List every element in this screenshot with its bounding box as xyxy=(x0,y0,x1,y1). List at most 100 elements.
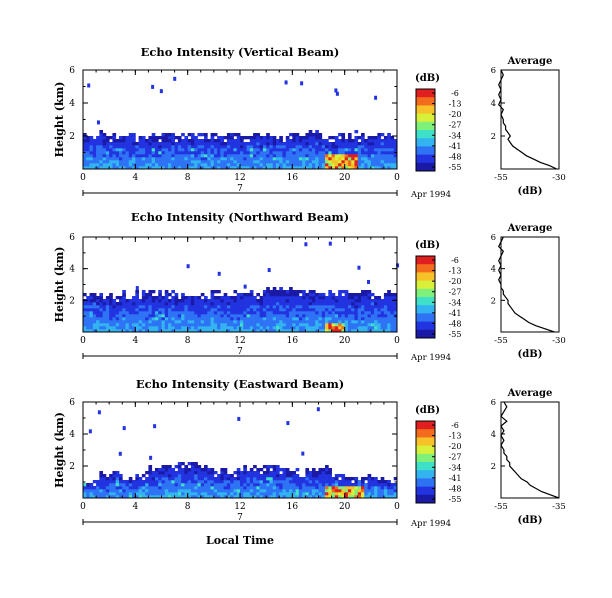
echo-cell xyxy=(305,477,310,481)
echo-cell xyxy=(357,154,362,158)
echo-cell xyxy=(354,163,359,167)
echo-cell xyxy=(351,145,355,149)
echo-cell xyxy=(357,293,362,297)
echo-cell xyxy=(272,477,277,481)
echo-cell xyxy=(347,148,352,152)
echo-cell xyxy=(210,139,215,143)
echo-cell xyxy=(305,492,310,496)
echo-cell xyxy=(338,486,342,490)
echo-cell xyxy=(325,465,329,469)
echo-cell xyxy=(154,477,159,481)
echo-cell xyxy=(230,480,234,484)
echo-cell xyxy=(269,471,274,475)
echo-cell xyxy=(158,299,162,303)
echo-cell xyxy=(213,483,218,487)
echo-cell xyxy=(141,326,146,330)
echo-cell xyxy=(262,299,267,303)
echo-cell xyxy=(341,136,346,140)
echo-cell xyxy=(207,314,211,318)
echo-cell xyxy=(311,148,316,152)
echo-cell xyxy=(374,163,378,167)
echo-cell xyxy=(96,483,100,487)
echo-cell xyxy=(128,323,133,327)
echo-cell xyxy=(341,133,346,137)
echo-cell xyxy=(236,302,241,306)
echo-cell xyxy=(168,492,172,496)
echo-cell xyxy=(295,311,300,315)
echo-cell xyxy=(197,474,202,478)
average-y-tick-label: 4 xyxy=(491,430,496,440)
echo-cell xyxy=(177,166,182,170)
average-x-label: (dB) xyxy=(518,515,543,526)
echo-cell xyxy=(269,148,274,152)
echo-cell xyxy=(158,145,162,149)
echo-cell xyxy=(269,145,274,149)
echo-cell xyxy=(328,480,332,484)
echo-cell xyxy=(321,299,326,303)
echo-cell xyxy=(253,495,257,499)
echo-cell xyxy=(380,299,385,303)
echo-cell xyxy=(89,166,94,170)
echo-cell xyxy=(289,287,293,291)
echo-cell xyxy=(171,483,175,487)
echo-cell xyxy=(243,311,247,315)
echo-cell xyxy=(266,314,270,318)
echo-cell xyxy=(204,468,208,472)
echo-cell xyxy=(374,314,378,318)
echo-cell xyxy=(259,329,264,333)
echo-cell xyxy=(171,468,175,472)
echo-cell xyxy=(217,305,221,309)
echo-cell xyxy=(210,136,215,140)
echo-cell xyxy=(387,166,391,170)
echo-cell xyxy=(226,299,231,303)
echo-cell xyxy=(161,314,166,318)
echo-cell xyxy=(96,160,100,164)
echo-cell xyxy=(282,290,287,294)
echo-cell xyxy=(187,329,192,333)
echo-cell xyxy=(217,145,221,149)
echo-cell xyxy=(96,311,100,315)
echo-cell xyxy=(289,474,293,478)
echo-cell xyxy=(148,314,153,318)
echo-cell xyxy=(259,468,264,472)
echo-cell xyxy=(279,474,283,478)
echo-cell xyxy=(220,311,225,315)
echo-cell xyxy=(275,492,280,496)
echo-cell xyxy=(86,151,90,155)
echo-cell xyxy=(226,317,231,321)
echo-cell xyxy=(138,323,143,327)
echo-cell xyxy=(233,145,238,149)
echo-cell xyxy=(240,154,244,158)
echo-cell xyxy=(243,489,247,493)
echo-cell xyxy=(367,483,372,487)
average-y-tick-label: 4 xyxy=(491,99,496,109)
echo-cell xyxy=(364,157,368,161)
echo-cell xyxy=(220,296,225,300)
echo-cell xyxy=(236,139,241,143)
echo-cell xyxy=(311,474,316,478)
echo-cell xyxy=(318,154,323,158)
echo-cell xyxy=(122,311,126,315)
echo-cell xyxy=(122,486,126,490)
echo-cell xyxy=(168,139,172,143)
echo-cell xyxy=(338,151,342,155)
echo-cell xyxy=(311,480,316,484)
echo-cell xyxy=(351,495,355,499)
echo-cell xyxy=(259,139,264,143)
echo-cell xyxy=(190,462,195,466)
echo-cell xyxy=(282,308,287,312)
echo-cell xyxy=(99,151,104,155)
echo-cell xyxy=(321,305,326,309)
echo-cell xyxy=(226,308,231,312)
echo-cell xyxy=(357,314,362,318)
echo-cell xyxy=(259,136,264,140)
echo-cell xyxy=(92,154,97,158)
echo-cell xyxy=(377,308,382,312)
colorbar-swatch xyxy=(416,146,435,156)
echo-cell xyxy=(387,489,391,493)
echo-cell xyxy=(187,311,192,315)
echo-cell xyxy=(158,308,162,312)
echo-cell xyxy=(249,311,254,315)
echo-cell xyxy=(377,148,382,152)
echo-cell xyxy=(190,157,195,161)
